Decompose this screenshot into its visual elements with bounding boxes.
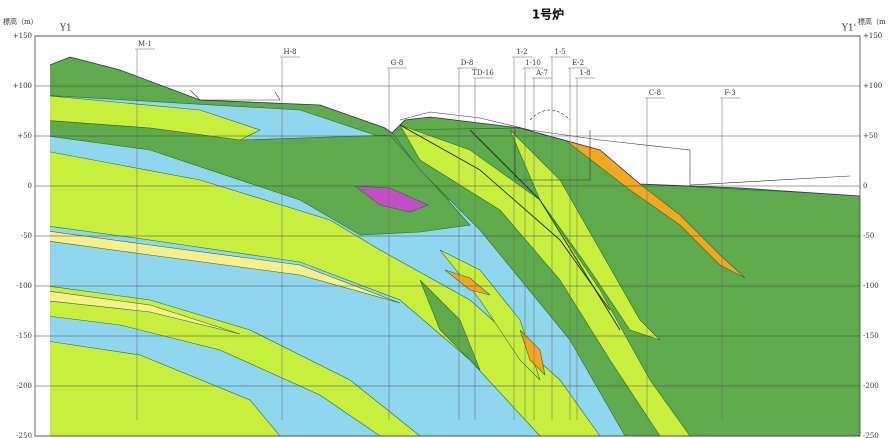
layer-lime: [509, 129, 661, 341]
axis-label: 標高（m: [858, 17, 886, 26]
elevation-label: -200: [16, 382, 32, 390]
elevation-label: +150: [863, 32, 882, 40]
elevation-label: -250: [16, 432, 32, 438]
elevation-label: -50: [863, 232, 874, 240]
layer-lime: [439, 249, 541, 381]
title: 1号炉: [532, 7, 564, 22]
structure: [399, 111, 851, 186]
geology: [50, 57, 860, 436]
layer-lime: [50, 339, 281, 436]
elevation-label: +50: [17, 132, 32, 140]
axis-label: 標高（m）: [3, 17, 38, 26]
borehole-label: 1-8: [579, 69, 590, 77]
layer-orange: [444, 269, 491, 296]
borehole-label: A-7: [535, 69, 548, 77]
layer-magenta: [354, 185, 429, 213]
elevation-label: +100: [13, 82, 32, 90]
elevation-label: -200: [863, 382, 879, 390]
section-start: Y1: [59, 24, 72, 34]
borehole-label: TD-16: [472, 69, 494, 77]
elevation-label: -100: [16, 282, 32, 290]
layer-yellow: [50, 289, 241, 335]
borehole-label: C-8: [649, 89, 661, 97]
layer-lime: [50, 284, 421, 436]
reactor-dome: [529, 109, 571, 121]
elevation-label: -100: [863, 282, 879, 290]
reactor-building: [514, 130, 591, 181]
borehole-label: 1-2: [516, 48, 527, 56]
elevation-label: +50: [863, 132, 878, 140]
borehole-label: F-3: [724, 89, 735, 97]
elevation-label: -250: [863, 432, 879, 438]
ground-surface: [49, 56, 861, 197]
borehole-label: D-8: [461, 59, 474, 67]
section-end: Y1': [841, 24, 856, 34]
borehole-label: E-2: [572, 59, 584, 67]
layer-yellow: [50, 229, 401, 304]
elevation-label: 0: [28, 182, 32, 190]
elevation-label: -150: [16, 332, 32, 340]
layer-lime: [50, 149, 601, 436]
structure: [189, 89, 281, 101]
borehole-label: H-8: [284, 48, 297, 56]
elevation-label: +100: [863, 82, 882, 90]
elevation-label: 0: [863, 182, 867, 190]
layer-green: [419, 279, 481, 371]
borehole-label: 1-10: [525, 59, 541, 67]
elevation-label: -150: [863, 332, 879, 340]
elevation-label: +150: [13, 32, 32, 40]
elevation-label: -50: [21, 232, 32, 240]
layer-orange: [519, 329, 546, 376]
layer-green: [50, 119, 471, 236]
borehole-label: 1-5: [554, 48, 565, 56]
borehole-label: M-1: [138, 40, 152, 48]
layer-lime: [399, 124, 691, 436]
borehole-label: G-8: [391, 59, 404, 67]
faults: [399, 124, 621, 331]
